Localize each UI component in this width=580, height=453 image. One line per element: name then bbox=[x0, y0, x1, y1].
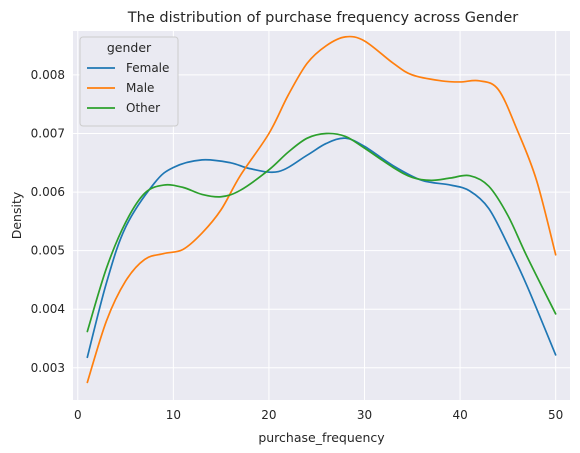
legend-label-other: Other bbox=[126, 101, 160, 115]
y-tick-label: 0.004 bbox=[31, 302, 65, 316]
series-lines bbox=[86, 35, 557, 384]
legend-label-male: Male bbox=[126, 81, 154, 95]
x-axis-label: purchase_frequency bbox=[258, 430, 385, 445]
y-tick-label: 0.005 bbox=[31, 244, 65, 258]
series-line-female bbox=[86, 137, 557, 359]
legend-title: gender bbox=[107, 40, 152, 55]
y-axis-label: Density bbox=[9, 191, 24, 239]
x-tick-label: 50 bbox=[548, 408, 563, 422]
x-tick-label: 30 bbox=[357, 408, 372, 422]
tick-labels: 0 10 20 30 40 50 0.003 0.004 0.005 0.006 0.007 0.00… bbox=[31, 68, 564, 422]
x-tick-label: 40 bbox=[452, 408, 467, 422]
legend-items: Female Male Other bbox=[87, 61, 169, 115]
y-tick-label: 0.007 bbox=[31, 127, 65, 141]
chart-title: The distribution of purchase frequency a… bbox=[127, 10, 518, 26]
y-tick-label: 0.006 bbox=[31, 185, 65, 199]
series-line-other bbox=[86, 132, 557, 333]
y-tick-label: 0.008 bbox=[31, 68, 65, 82]
y-tick-label: 0.003 bbox=[31, 361, 65, 375]
x-tick-label: 10 bbox=[166, 408, 181, 422]
series-line-male bbox=[86, 35, 557, 384]
legend: gender Female Male Other bbox=[79, 36, 179, 127]
legend-frame bbox=[79, 36, 179, 127]
x-tick-label: 20 bbox=[261, 408, 276, 422]
legend-label-female: Female bbox=[126, 61, 169, 75]
x-tick-label: 0 bbox=[74, 408, 82, 422]
